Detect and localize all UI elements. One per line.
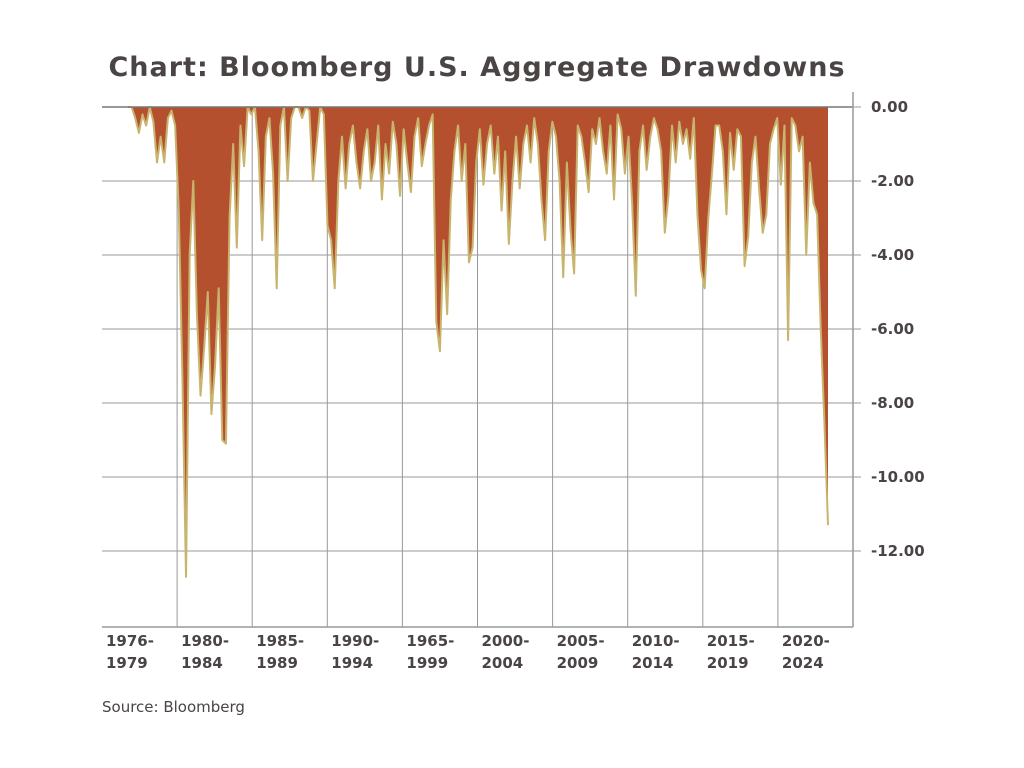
x-tick-label-line: 1989 [256, 654, 298, 672]
x-tick-label-line: 1980- [181, 632, 229, 650]
x-tick-label-line: 2024 [782, 654, 824, 672]
source: Source: Bloomberg [102, 698, 245, 716]
x-tick-label: 2015- 2019 [707, 632, 755, 672]
x-tick-label-line: 1976- [106, 632, 154, 650]
y-tick-label: -12.00 [871, 542, 925, 560]
x-tick-label: 1965- 1999 [406, 632, 454, 672]
y-tick-label: 0.00 [871, 98, 908, 116]
x-tick-label-line: 1985- [256, 632, 304, 650]
x-tick-label-line: 2010- [632, 632, 680, 650]
x-tick-label-line: 1979 [106, 654, 148, 672]
area-line [128, 106, 829, 578]
y-tick-label: -10.00 [871, 468, 925, 486]
x-tick-label-line: 1984 [181, 654, 223, 672]
x-tick-label: 2000- 2004 [482, 632, 530, 672]
x-tick-label-line: 2020- [782, 632, 830, 650]
x-tick-label-line: 2004 [482, 654, 524, 672]
x-tick-label-line: 2000- [482, 632, 530, 650]
y-tick-label: -6.00 [871, 320, 914, 338]
x-tick-label-line: 2019 [707, 654, 749, 672]
x-tick-label-line: 1999 [406, 654, 448, 672]
x-tick-label-line: 2014 [632, 654, 674, 672]
x-tick-label-line: 1965- [406, 632, 454, 650]
x-tick-label: 1976- 1979 [106, 632, 154, 672]
x-tick-label-line: 2005- [557, 632, 605, 650]
x-tick-label-line: 2015- [707, 632, 755, 650]
x-tick-label: 1980- 1984 [181, 632, 229, 672]
chart-title: Chart: Bloomberg U.S. Aggregate Drawdown… [108, 52, 845, 83]
area [128, 107, 828, 577]
x-tick-label-line: 2009 [557, 654, 599, 672]
x-tick-label-line: 1994 [331, 654, 373, 672]
x-tick-label: 2005- 2009 [557, 632, 605, 672]
x-tick-label: 1985- 1989 [256, 632, 304, 672]
y-tick-label: -2.00 [871, 172, 914, 190]
x-tick-label: 1990- 1994 [331, 632, 379, 672]
x-tick-label: 2020- 2024 [782, 632, 830, 672]
x-tick-label-line: 1990- [331, 632, 379, 650]
y-tick-label: -8.00 [871, 394, 914, 412]
x-tick-label: 2010- 2014 [632, 632, 680, 672]
y-tick-label: -4.00 [871, 246, 914, 264]
